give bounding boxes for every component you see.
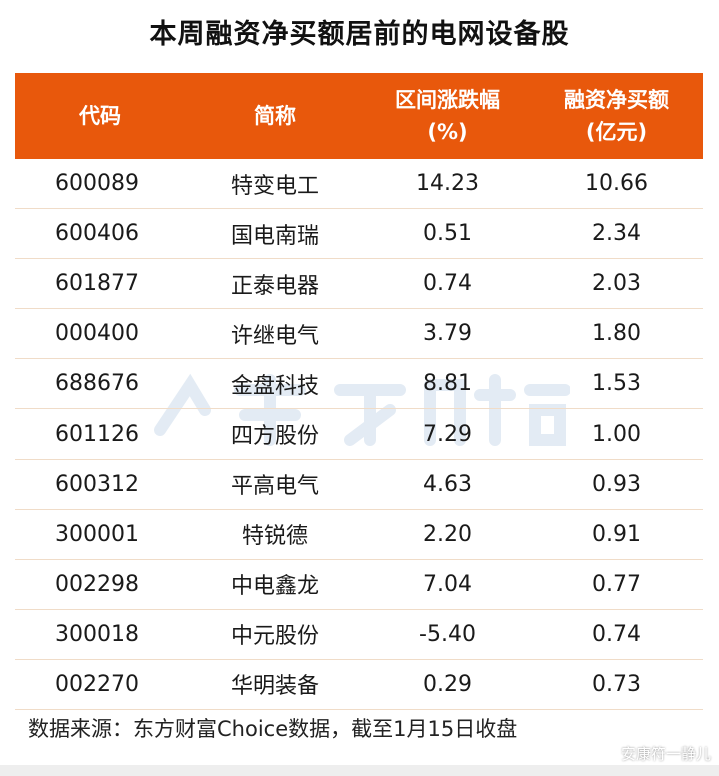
cell-change: -5.40 [419,621,476,647]
author-credit: 安康符一静儿 [620,745,711,763]
cell-net-buy: 0.73 [592,671,641,697]
header-change-unit: (%) [427,120,468,144]
table-row: 300018 中元股份 -5.40 0.74 [15,610,703,660]
cell-name: 许继电气 [230,323,319,349]
table-row: 002298 中电鑫龙 7.04 0.77 [15,560,703,610]
cell-net-buy: 1.00 [592,421,641,447]
table-row: 601126 四方股份 7.29 1.00 [15,409,703,460]
watermark-logo [154,373,570,446]
cell-change: 0.29 [423,671,472,697]
cell-change: 0.51 [423,221,472,247]
cell-change: 7.04 [423,571,472,597]
cell-net-buy: 2.03 [592,271,641,297]
data-table: 代码 简称 区间涨跌幅 (%) 融资净买额 (亿元) 600089 特变电工 14.23… [15,73,703,711]
header-name-label: 简称 [254,104,296,128]
cell-code: 600312 [55,471,139,497]
header-change-label: 区间涨跌幅 [395,88,500,112]
cell-name: 华明装备 [230,674,319,700]
cell-code: 300001 [55,521,139,547]
cell-net-buy: 0.77 [592,571,641,597]
cell-change: 14.23 [416,171,479,197]
cell-change: 8.81 [423,371,472,397]
header-net-buy-label: 融资净买额 [564,88,669,112]
cell-name: 金盘科技 [230,373,319,399]
table-row: 300001 特锐德 2.20 0.91 [15,510,703,560]
cell-name: 中电鑫龙 [230,574,319,600]
cell-name: 平高电气 [230,474,319,500]
cell-name: 四方股份 [230,424,319,450]
header-code-label: 代码 [79,104,121,128]
cell-net-buy: 1.53 [592,371,641,397]
header-name: 简称 [185,73,365,159]
cell-name: 中元股份 [230,624,319,650]
bottom-band [0,765,719,776]
cell-code: 601126 [55,421,139,447]
table-row: 000400 许继电气 3.79 1.80 [15,309,703,360]
cell-code: 300018 [55,621,139,647]
cell-net-buy: 2.34 [592,221,641,247]
cell-net-buy: 0.93 [592,471,641,497]
cell-change: 4.63 [423,471,472,497]
table-header: 代码 简称 区间涨跌幅 (%) 融资净买额 (亿元) [15,73,703,159]
cell-name: 正泰电器 [230,273,319,299]
cell-name: 国电南瑞 [230,223,319,249]
cell-net-buy: 1.80 [592,321,641,347]
table-row: 600312 平高电气 4.63 0.93 [15,460,703,510]
table-row: 600406 国电南瑞 0.51 2.34 [15,209,703,260]
cell-net-buy: 0.91 [592,521,641,547]
header-net-buy: 融资净买额 (亿元) [530,73,703,159]
cell-change: 0.74 [423,271,472,297]
cell-code: 002270 [55,671,139,697]
cell-net-buy: 0.74 [592,621,641,647]
cell-code: 601877 [55,271,139,297]
cell-name: 特锐德 [241,524,308,550]
cell-net-buy: 10.66 [585,171,648,197]
table-row: 688676 金盘科技 8.81 1.53 [15,359,703,410]
cell-code: 000400 [55,321,139,347]
cell-code: 600406 [55,221,139,247]
table-row: 600089 特变电工 14.23 10.66 [15,159,703,210]
cell-code: 002298 [55,571,139,597]
cell-name: 特变电工 [230,173,319,199]
header-net-buy-unit: (亿元) [585,120,648,144]
table-row: 002270 华明装备 0.29 0.73 [15,660,703,711]
cell-code: 600089 [55,171,139,197]
source-note: 数据来源：东方财富Choice数据，截至1月15日收盘 [28,717,518,741]
cell-code: 688676 [55,371,139,397]
table-row: 601877 正泰电器 0.74 2.03 [15,259,703,310]
table-title: 本周融资净买额居前的电网设备股 [149,19,570,50]
cell-change: 3.79 [423,321,472,347]
header-code: 代码 [15,73,185,159]
cell-change: 7.29 [423,421,472,447]
cell-change: 2.20 [423,521,472,547]
header-change: 区间涨跌幅 (%) [365,73,530,159]
